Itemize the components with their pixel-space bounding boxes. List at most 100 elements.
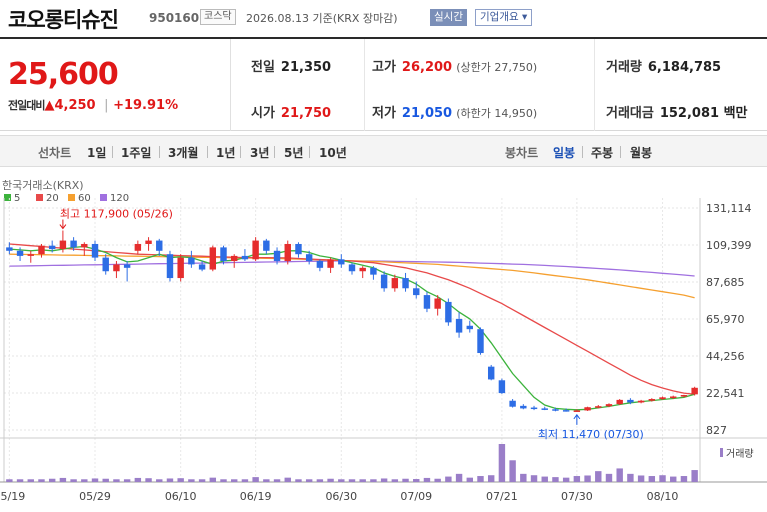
candle-body [659,397,666,400]
min-arrow-head-icon [573,414,581,420]
volume-bar [562,477,570,482]
stock-code: 950160 [149,11,200,25]
volume-bar [466,477,473,482]
volume-bar [316,479,324,482]
candle-body [252,240,259,260]
ma20-line [9,243,695,395]
change-row: 전일대비▲4,250 | +19.91% [8,98,179,113]
candle-body [220,247,227,262]
price-box: 25,600 전일대비▲4,250 | +19.91% [0,39,231,131]
candle-body [627,399,634,403]
volume-bar [27,479,34,482]
tab-5y[interactable]: 5년 [284,146,304,160]
candle-body [380,274,388,289]
volume-bar [156,479,163,482]
tab-candle-chart[interactable]: 봉차트 [505,146,539,160]
candle-body [637,400,645,403]
volume-bar [348,479,356,482]
volume-bar [284,477,291,482]
stock-name: 코오롱티슈진 [8,8,119,32]
volume-bar [680,476,688,482]
candle-body [81,243,88,248]
chart-background [0,172,767,512]
tab-monthly[interactable]: 월봉 [630,146,653,160]
candle-body [434,298,441,309]
tab-3m[interactable]: 3개월 [168,146,199,160]
volume-bar [359,479,366,482]
volume-bar [113,479,120,482]
y-tick-label: 109,399 [706,239,752,252]
y-tick-label: 87,685 [706,276,745,289]
candle-body [188,257,195,265]
volume-bar [16,479,24,482]
x-tick-label: 07/21 [486,490,518,503]
candle-body [134,243,142,251]
trade-amount: 거래대금 152,081 백만 [606,106,748,121]
tab-daily[interactable]: 일봉 [553,146,576,160]
volume: 거래량 6,184,785 [606,60,722,75]
realtime-button[interactable]: 실시간 [430,9,467,26]
candle-body [487,366,495,380]
tab-1y[interactable]: 1년 [216,146,236,160]
current-price: 25,600 [8,57,119,92]
candle-body [231,255,238,262]
x-tick-label: 05/29 [79,490,111,503]
volume-bar [241,479,249,482]
change-percent: +19.91% [113,98,179,113]
volume-bar [295,479,302,482]
volume-bar [455,473,463,482]
volume-bar [327,478,334,482]
tab-3y[interactable]: 3년 [250,146,270,160]
ma-legend-label: 5 [14,193,20,204]
volume-bar [627,473,634,482]
volume-bar [209,477,217,482]
y-tick-label: 827 [706,424,727,437]
company-info-dropdown[interactable]: 기업개요 ▾ [475,9,533,26]
x-tick-label: 06/30 [325,490,357,503]
x-tick-label: 06/10 [165,490,197,503]
candle-body [38,245,45,255]
candle-body [48,245,56,250]
candle-body [670,396,677,398]
volume-bar [498,444,506,482]
candle-body [327,259,334,268]
candle-body [595,406,602,408]
tab-1w[interactable]: 1주일 [121,146,152,160]
x-tick-label: 06/19 [240,490,272,503]
volume-bar [370,479,377,482]
volume-bar [391,479,399,482]
candle-body [177,257,184,279]
volume-bar [616,468,623,482]
stock-title-bar: 코오롱티슈진 950160 코스닥 2026.08.13 기준(KRX 장마감)… [0,0,767,36]
divider [594,39,595,131]
tab-weekly[interactable]: 주봉 [591,146,614,160]
ma5-line [9,245,695,411]
tab-line-chart[interactable]: 선차트 [38,146,72,160]
volume-bar [273,479,281,482]
volume-bar [477,476,484,482]
candle-body [16,250,24,256]
candle-body [59,240,67,250]
volume-bar [530,475,538,482]
volume-bar [434,478,441,482]
volume-bar [220,479,227,482]
volume-bar [338,479,345,482]
candle-body [273,250,281,262]
volume-bar [198,479,206,482]
volume-bar [573,476,581,482]
candle-body [263,240,270,251]
x-tick-label: 05/19 [0,490,25,503]
candle-body [305,254,313,262]
y-tick-label: 131,114 [706,202,752,215]
tab-10y[interactable]: 10년 [319,146,347,160]
volume-bar [541,476,548,482]
chart-tabs: 선차트 1일 1주일 3개월 1년 3년 5년 10년 봉차트 일봉 주봉 월봉 [0,135,767,167]
volume-bar [402,478,409,482]
price-chart: 한국거래소(KRX)5 20 60 120 131,114 109,399 87,685 65… [0,172,767,512]
tab-1d[interactable]: 1일 [87,146,107,160]
chart-source-label: 한국거래소(KRX) [2,179,84,192]
x-tick-label: 08/10 [647,490,679,503]
x-tick-label: 07/30 [561,490,593,503]
ma-legend-swatch [36,194,43,201]
candle-body [605,404,613,407]
